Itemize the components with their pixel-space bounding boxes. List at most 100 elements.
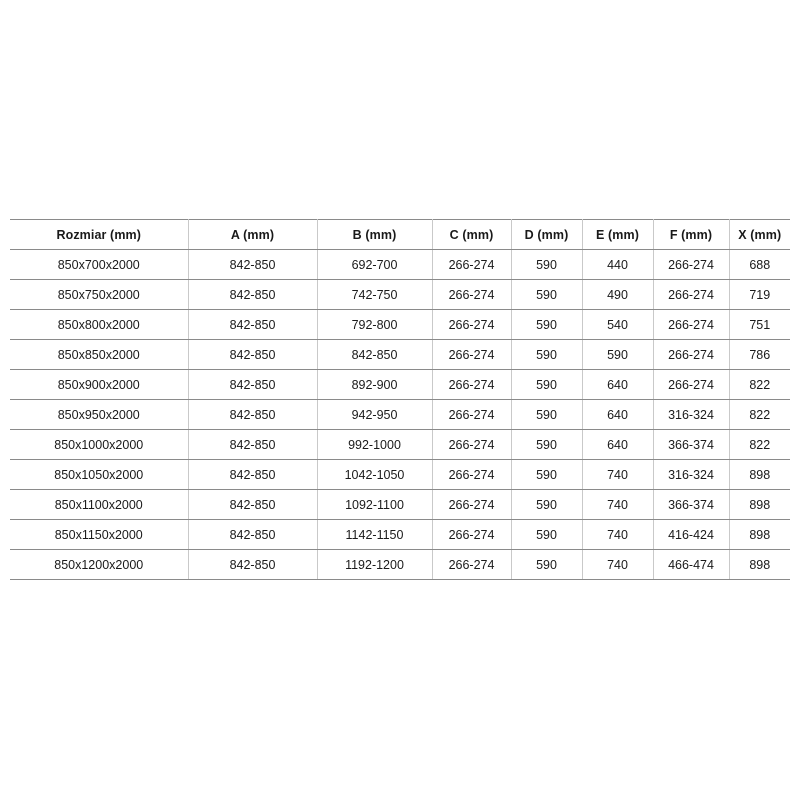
cell-c: 266-274 [431, 399, 512, 430]
cell-d: 590 [510, 459, 583, 490]
cell-e: 440 [581, 249, 654, 280]
cell-d: 590 [510, 249, 583, 280]
table-header: Rozmiar (mm) A (mm) B (mm) C (mm) D (mm)… [10, 219, 790, 250]
cell-a: 842-850 [187, 429, 318, 460]
cell-b: 1042-1050 [316, 459, 433, 490]
cell-e: 490 [581, 279, 654, 310]
cell-d: 590 [510, 549, 583, 580]
table-body: 850x700x2000 842-850 692-700 266-274 590 440 2… [10, 249, 790, 580]
column-header-f: F (mm) [652, 219, 730, 250]
cell-x: 719 [728, 279, 790, 310]
cell-f: 366-374 [652, 429, 730, 460]
column-header-size: Rozmiar (mm) [10, 219, 189, 250]
table-row: 850x1050x2000 842-850 1042-1050 266-274 590 7… [10, 459, 790, 490]
cell-b: 892-900 [316, 369, 433, 400]
cell-c: 266-274 [431, 549, 512, 580]
cell-c: 266-274 [431, 369, 512, 400]
cell-a: 842-850 [187, 249, 318, 280]
column-header-a: A (mm) [187, 219, 318, 250]
cell-x: 822 [728, 369, 790, 400]
cell-size: 850x1100x2000 [10, 489, 189, 520]
cell-x: 898 [728, 549, 790, 580]
cell-size: 850x1050x2000 [10, 459, 189, 490]
cell-b: 1192-1200 [316, 549, 433, 580]
table-row: 850x750x2000 842-850 742-750 266-274 590 490 2… [10, 279, 790, 310]
cell-f: 466-474 [652, 549, 730, 580]
cell-size: 850x750x2000 [10, 279, 189, 310]
cell-x: 751 [728, 309, 790, 340]
cell-d: 590 [510, 339, 583, 370]
column-header-b: B (mm) [316, 219, 433, 250]
cell-e: 740 [581, 519, 654, 550]
cell-f: 416-424 [652, 519, 730, 550]
specification-table-container: Rozmiar (mm) A (mm) B (mm) C (mm) D (mm)… [10, 219, 790, 580]
cell-size: 850x800x2000 [10, 309, 189, 340]
cell-e: 740 [581, 489, 654, 520]
cell-x: 898 [728, 489, 790, 520]
cell-c: 266-274 [431, 459, 512, 490]
cell-c: 266-274 [431, 309, 512, 340]
cell-a: 842-850 [187, 369, 318, 400]
cell-c: 266-274 [431, 279, 512, 310]
cell-a: 842-850 [187, 309, 318, 340]
table-row: 850x900x2000 842-850 892-900 266-274 590 640 2… [10, 369, 790, 400]
cell-f: 266-274 [652, 369, 730, 400]
cell-c: 266-274 [431, 249, 512, 280]
table-row: 850x1150x2000 842-850 1142-1150 266-274 590 7… [10, 519, 790, 550]
cell-c: 266-274 [431, 429, 512, 460]
column-header-e: E (mm) [581, 219, 654, 250]
cell-d: 590 [510, 489, 583, 520]
cell-x: 822 [728, 399, 790, 430]
table-row: 850x700x2000 842-850 692-700 266-274 590 440 2… [10, 249, 790, 280]
cell-e: 590 [581, 339, 654, 370]
cell-size: 850x1000x2000 [10, 429, 189, 460]
cell-e: 740 [581, 459, 654, 490]
table-row: 850x800x2000 842-850 792-800 266-274 590 540 2… [10, 309, 790, 340]
cell-c: 266-274 [431, 489, 512, 520]
cell-d: 590 [510, 519, 583, 550]
column-header-x: X (mm) [728, 219, 790, 250]
table-row: 850x950x2000 842-850 942-950 266-274 590 640 3… [10, 399, 790, 430]
cell-f: 266-274 [652, 309, 730, 340]
cell-e: 740 [581, 549, 654, 580]
cell-f: 366-374 [652, 489, 730, 520]
cell-e: 640 [581, 369, 654, 400]
cell-x: 786 [728, 339, 790, 370]
cell-size: 850x950x2000 [10, 399, 189, 430]
cell-size: 850x850x2000 [10, 339, 189, 370]
cell-x: 898 [728, 519, 790, 550]
specification-table: Rozmiar (mm) A (mm) B (mm) C (mm) D (mm)… [10, 219, 790, 580]
cell-f: 266-274 [652, 249, 730, 280]
cell-f: 316-324 [652, 459, 730, 490]
cell-d: 590 [510, 429, 583, 460]
cell-b: 692-700 [316, 249, 433, 280]
cell-x: 822 [728, 429, 790, 460]
cell-d: 590 [510, 369, 583, 400]
table-row: 850x1000x2000 842-850 992-1000 266-274 590 64… [10, 429, 790, 460]
cell-size: 850x700x2000 [10, 249, 189, 280]
cell-b: 992-1000 [316, 429, 433, 460]
table-header-row: Rozmiar (mm) A (mm) B (mm) C (mm) D (mm)… [10, 219, 790, 250]
table-row: 850x1100x2000 842-850 1092-1100 266-274 590 7… [10, 489, 790, 520]
cell-a: 842-850 [187, 459, 318, 490]
table-row: 850x850x2000 842-850 842-850 266-274 590 590 2… [10, 339, 790, 370]
cell-b: 1142-1150 [316, 519, 433, 550]
cell-a: 842-850 [187, 339, 318, 370]
cell-a: 842-850 [187, 399, 318, 430]
cell-c: 266-274 [431, 519, 512, 550]
cell-d: 590 [510, 309, 583, 340]
cell-a: 842-850 [187, 549, 318, 580]
cell-d: 590 [510, 279, 583, 310]
cell-a: 842-850 [187, 279, 318, 310]
cell-e: 640 [581, 429, 654, 460]
cell-c: 266-274 [431, 339, 512, 370]
cell-a: 842-850 [187, 489, 318, 520]
cell-b: 792-800 [316, 309, 433, 340]
cell-b: 742-750 [316, 279, 433, 310]
cell-d: 590 [510, 399, 583, 430]
cell-b: 842-850 [316, 339, 433, 370]
cell-b: 1092-1100 [316, 489, 433, 520]
column-header-c: C (mm) [431, 219, 512, 250]
cell-size: 850x1150x2000 [10, 519, 189, 550]
